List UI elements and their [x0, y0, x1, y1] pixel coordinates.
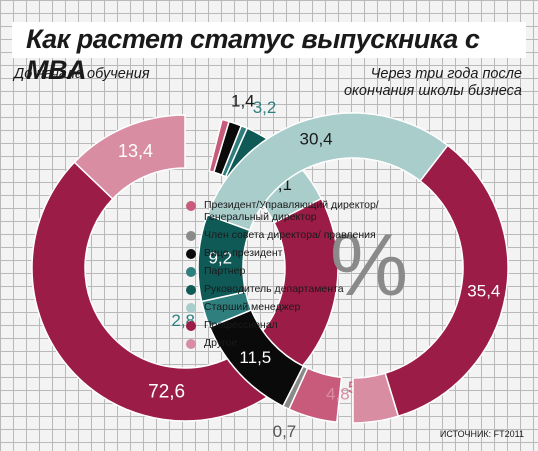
legend-swatch [186, 249, 196, 259]
legend-swatch [186, 303, 196, 313]
legend: Президент/Управляющий директор/ Генераль… [186, 199, 386, 355]
percent-symbol: % [330, 215, 408, 314]
data-label: 9,2 [208, 249, 232, 268]
legend-item: Старший менеджер [186, 301, 386, 313]
legend-label: Руководитель департамента [204, 283, 344, 295]
data-label: 4,8 [326, 384, 350, 403]
legend-label: Профессионал [204, 319, 278, 331]
legend-item: Президент/Управляющий директор/ Генераль… [186, 199, 386, 223]
legend-item: Вице-президент [186, 247, 386, 259]
legend-label: Вице-президент [204, 247, 283, 259]
legend-label: Президент/Управляющий директор/ Генераль… [204, 199, 379, 223]
legend-swatch [186, 231, 196, 241]
donut-segment [73, 114, 186, 200]
legend-label: Член совета директора/ правления [204, 229, 376, 241]
data-label: 11,5 [239, 348, 271, 367]
donut-segment [384, 144, 509, 418]
data-label: 35,4 [467, 281, 500, 300]
data-label: 3,2 [253, 98, 277, 117]
legend-label: Другое [204, 337, 238, 349]
legend-item: Руководитель департамента [186, 283, 386, 295]
legend-label: Партнер [204, 265, 246, 277]
donut-segment [352, 372, 400, 424]
legend-swatch [186, 339, 196, 349]
legend-swatch [186, 321, 196, 331]
legend-swatch [186, 267, 196, 277]
legend-item: Партнер [186, 265, 386, 277]
legend-item: Член совета директора/ правления [186, 229, 386, 241]
legend-label: Старший менеджер [204, 301, 301, 313]
data-label: 72,6 [148, 382, 185, 403]
legend-item: Другое [186, 337, 386, 349]
right-donut: 5,20,711,52,89,230,435,44,8 [171, 112, 509, 441]
left-chart-subtitle: До начала обучения [14, 66, 150, 82]
legend-item: Профессионал [186, 319, 386, 331]
data-label: 30,4 [300, 130, 333, 149]
title-bar: Как растет статус выпускника с MBA [12, 22, 526, 85]
legend-swatch [186, 285, 196, 295]
chart-title: Как растет статус выпускника с MBA [26, 24, 480, 85]
donut-segment [206, 112, 449, 232]
legend-swatch [186, 201, 196, 211]
right-chart-subtitle: Через три года после окончания школы биз… [343, 66, 522, 99]
data-label: 1,4 [231, 91, 255, 110]
source-note: ИСТОЧНИК: FT2011 [439, 429, 524, 439]
data-label: 13,4 [118, 141, 153, 161]
data-label: 0,7 [273, 422, 297, 441]
